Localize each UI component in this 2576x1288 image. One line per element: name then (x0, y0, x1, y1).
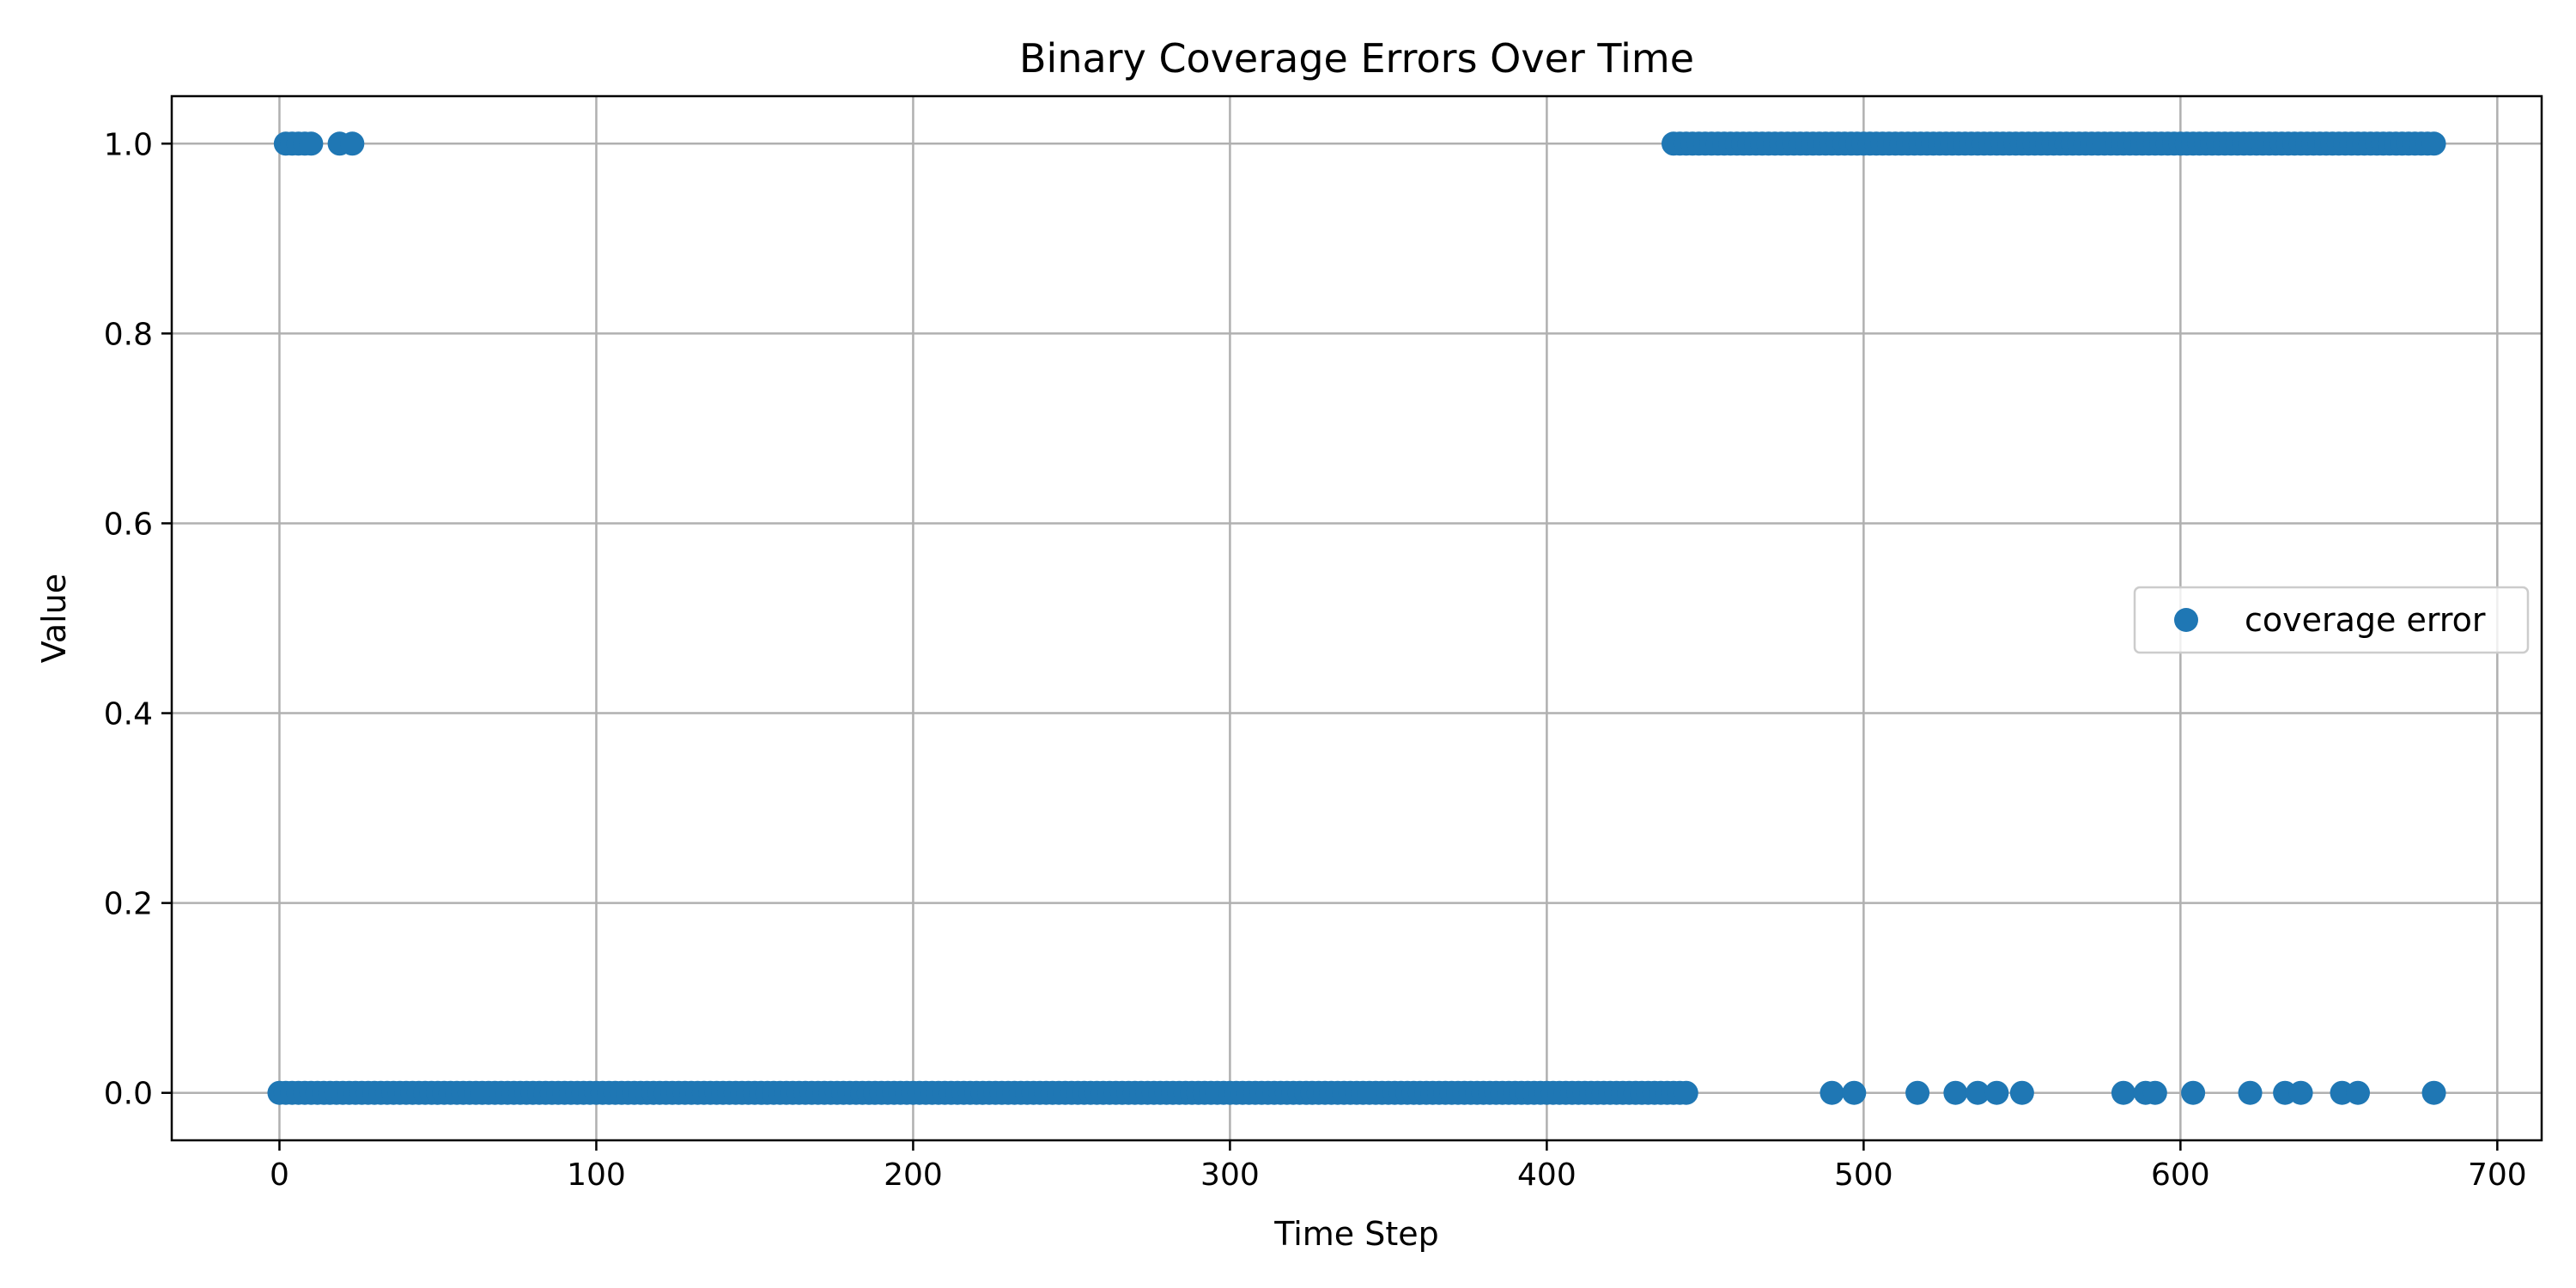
data-point (2181, 1080, 2206, 1105)
x-tick-label: 600 (2151, 1157, 2210, 1193)
legend-box (2133, 586, 2530, 654)
x-tick-label: 100 (567, 1157, 626, 1193)
data-point (1984, 1080, 2009, 1105)
y-tick-label: 1.0 (104, 127, 153, 162)
y-axis-label: Value (35, 574, 73, 663)
data-point (299, 131, 324, 156)
data-point (1943, 1080, 1968, 1105)
data-point (2009, 1080, 2034, 1105)
data-point (2238, 1080, 2263, 1105)
x-tick-label: 500 (1834, 1157, 1893, 1193)
x-tick-label: 700 (2468, 1157, 2527, 1193)
x-tick-label: 200 (884, 1157, 943, 1193)
x-axis-label: Time Step (1273, 1215, 1439, 1253)
data-point (2345, 1080, 2370, 1105)
data-point (2111, 1080, 2136, 1105)
legend-marker (2174, 608, 2198, 632)
y-tick-label: 0.2 (104, 887, 153, 922)
data-point (2142, 1080, 2167, 1105)
x-tick-label: 300 (1200, 1157, 1260, 1193)
axis-ticks: 0 100 200 300 400 500 600 700 0.0 0.2 0.4 0.6 0.8 1.0 (104, 127, 2527, 1193)
data-point (2421, 1080, 2446, 1105)
x-tick-label: 400 (1517, 1157, 1577, 1193)
plot-frame (170, 94, 2543, 1142)
legend: coverage error (2133, 586, 2530, 654)
data-point (2288, 1080, 2313, 1105)
data-point (1674, 1080, 1698, 1105)
data-point (1905, 1080, 1930, 1105)
data-point (1965, 1080, 1990, 1105)
data-point (1820, 1080, 1844, 1105)
legend-label: coverage error (2245, 601, 2486, 639)
y-tick-label: 0.6 (104, 507, 153, 542)
data-point (340, 131, 365, 156)
y-tick-label: 0.4 (104, 697, 153, 732)
data-point (1842, 1080, 1867, 1105)
y-tick-label: 0.8 (104, 317, 153, 352)
chart-title: Binary Coverage Errors Over Time (1019, 35, 1694, 82)
y-tick-label: 0.0 (104, 1077, 153, 1112)
x-tick-label: 0 (270, 1157, 289, 1193)
data-points (267, 131, 2446, 1105)
data-point (2421, 131, 2446, 156)
